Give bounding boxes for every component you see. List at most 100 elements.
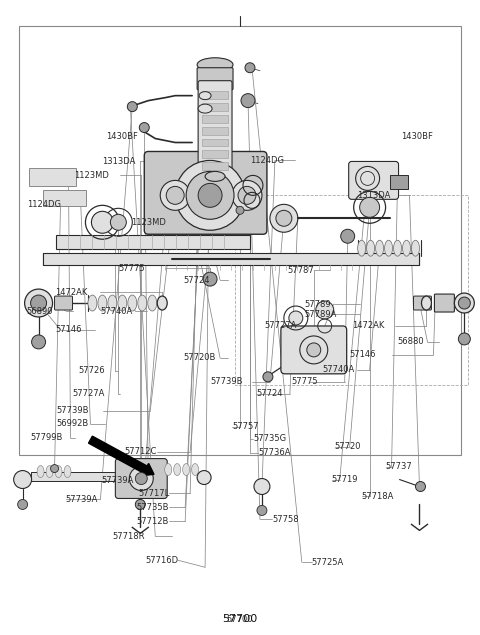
Bar: [43, 190, 86, 206]
Ellipse shape: [205, 171, 225, 182]
Circle shape: [276, 210, 292, 226]
Text: 57717L: 57717L: [138, 489, 169, 498]
Ellipse shape: [411, 240, 420, 256]
Text: 1430BF: 1430BF: [107, 132, 138, 141]
Circle shape: [175, 161, 245, 231]
Bar: [202, 138, 228, 147]
Circle shape: [316, 301, 334, 319]
Ellipse shape: [198, 104, 212, 113]
Text: 57787: 57787: [288, 265, 314, 274]
Ellipse shape: [197, 58, 233, 72]
Text: 57739B: 57739B: [210, 377, 242, 386]
FancyBboxPatch shape: [281, 326, 347, 374]
Text: 57739A: 57739A: [65, 495, 98, 504]
Circle shape: [270, 204, 298, 232]
Bar: [390, 175, 408, 189]
Circle shape: [197, 471, 211, 485]
Bar: [202, 126, 228, 135]
Circle shape: [416, 481, 425, 491]
Text: 1313DA: 1313DA: [102, 157, 136, 166]
Text: 57718A: 57718A: [361, 492, 394, 501]
Circle shape: [289, 311, 303, 325]
Bar: [202, 114, 228, 123]
Ellipse shape: [403, 240, 410, 256]
Bar: [29, 168, 76, 187]
Ellipse shape: [394, 240, 402, 256]
Text: 57146: 57146: [56, 326, 82, 335]
Circle shape: [238, 187, 256, 204]
Circle shape: [135, 500, 145, 509]
FancyBboxPatch shape: [198, 81, 232, 184]
Bar: [202, 150, 228, 159]
Ellipse shape: [165, 464, 172, 476]
Bar: [43, 253, 420, 265]
Text: 57775: 57775: [119, 264, 145, 272]
Text: 57700: 57700: [222, 614, 258, 624]
Circle shape: [127, 102, 137, 112]
Ellipse shape: [157, 296, 167, 310]
Circle shape: [91, 211, 113, 233]
Ellipse shape: [37, 465, 44, 478]
Text: 56880: 56880: [397, 337, 424, 347]
Text: 57739A: 57739A: [101, 476, 134, 485]
Text: 57740A: 57740A: [100, 307, 132, 316]
FancyBboxPatch shape: [434, 294, 455, 312]
Text: 1472AK: 1472AK: [352, 321, 384, 330]
Bar: [202, 163, 228, 170]
Text: 57758: 57758: [272, 515, 299, 524]
Text: 57727A: 57727A: [264, 321, 296, 330]
Text: 56992B: 56992B: [57, 419, 89, 428]
FancyBboxPatch shape: [413, 296, 432, 310]
Text: 57700: 57700: [227, 615, 253, 624]
Text: 57726: 57726: [78, 366, 105, 375]
Text: 57712C: 57712C: [125, 447, 157, 456]
Text: 1124DG: 1124DG: [26, 200, 60, 209]
Circle shape: [236, 206, 244, 214]
Text: 1472AK: 1472AK: [56, 288, 88, 297]
Circle shape: [186, 171, 234, 219]
Circle shape: [135, 472, 147, 485]
Bar: [56, 235, 250, 249]
Text: 57737: 57737: [385, 462, 412, 471]
Circle shape: [341, 229, 355, 243]
Ellipse shape: [118, 295, 127, 311]
Text: 1123MD: 1123MD: [132, 218, 166, 227]
Circle shape: [166, 187, 184, 204]
Text: 57718R: 57718R: [112, 532, 145, 541]
Circle shape: [455, 293, 474, 313]
Circle shape: [263, 372, 273, 382]
Circle shape: [31, 295, 47, 311]
Text: 57720: 57720: [335, 442, 361, 451]
Circle shape: [241, 93, 255, 107]
Circle shape: [458, 297, 470, 309]
Ellipse shape: [384, 240, 393, 256]
Text: 57720B: 57720B: [183, 354, 216, 363]
Text: 1124DG: 1124DG: [250, 156, 284, 165]
FancyArrow shape: [88, 436, 154, 476]
Circle shape: [360, 197, 380, 217]
Circle shape: [110, 214, 126, 231]
Circle shape: [245, 63, 255, 73]
Ellipse shape: [138, 295, 147, 311]
Bar: [235, 196, 468, 385]
Bar: [202, 103, 228, 110]
Ellipse shape: [98, 295, 107, 311]
Circle shape: [203, 272, 217, 286]
Circle shape: [257, 505, 267, 516]
Text: 57739B: 57739B: [57, 406, 89, 415]
Circle shape: [232, 180, 262, 210]
Circle shape: [139, 123, 149, 133]
Text: 57725A: 57725A: [312, 558, 344, 567]
Text: 57727A: 57727A: [72, 389, 105, 398]
Circle shape: [198, 184, 222, 207]
Ellipse shape: [192, 464, 199, 476]
Text: 1313DA: 1313DA: [357, 191, 390, 200]
Text: 57740A: 57740A: [323, 365, 355, 375]
Circle shape: [307, 343, 321, 357]
FancyBboxPatch shape: [348, 161, 398, 199]
Text: 57735G: 57735G: [253, 434, 286, 443]
Text: 56890: 56890: [26, 307, 53, 316]
Ellipse shape: [358, 240, 366, 256]
Text: 57736A: 57736A: [258, 448, 290, 457]
Ellipse shape: [376, 240, 384, 256]
